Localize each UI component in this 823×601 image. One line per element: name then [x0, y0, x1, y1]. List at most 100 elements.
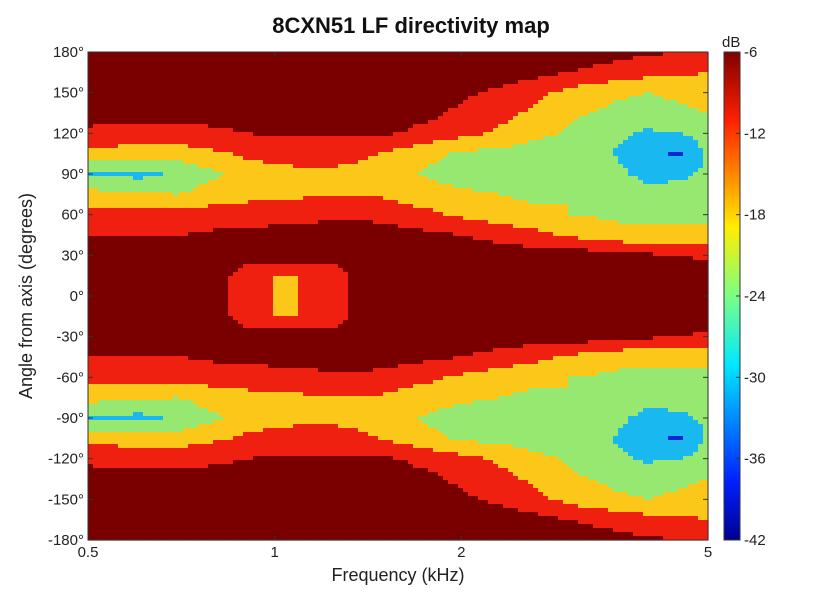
heatmap-cell [108, 164, 114, 169]
heatmap-cell [603, 68, 609, 73]
heatmap-cell [203, 100, 209, 105]
heatmap-cell [598, 196, 604, 201]
heatmap-cell [598, 60, 604, 65]
heatmap-cell [428, 188, 434, 193]
heatmap-cell [683, 180, 689, 185]
heatmap-cell [583, 68, 589, 73]
heatmap-cell [548, 92, 554, 97]
heatmap-cell [438, 72, 444, 77]
heatmap-cell [133, 188, 139, 193]
heatmap-cell [173, 200, 179, 205]
heatmap-cell [433, 80, 439, 85]
heatmap-cell [273, 120, 279, 125]
heatmap-cell [138, 92, 144, 97]
heatmap-cell [133, 192, 139, 197]
heatmap-cell [538, 188, 544, 193]
heatmap-cell [668, 164, 674, 169]
heatmap-cell [403, 68, 409, 73]
heatmap-cell [453, 76, 459, 81]
heatmap-cell [328, 164, 334, 169]
heatmap-cell [533, 176, 539, 181]
heatmap-cell [573, 172, 579, 177]
heatmap-cell [688, 52, 694, 57]
heatmap-cell [243, 84, 249, 89]
heatmap-cell [423, 76, 429, 81]
heatmap-cell [203, 172, 209, 177]
heatmap-cell [578, 128, 584, 133]
heatmap-cell [363, 84, 369, 89]
heatmap-cell [143, 84, 149, 89]
heatmap-cell [428, 64, 434, 69]
heatmap-cell [243, 104, 249, 109]
heatmap-cell [613, 132, 619, 137]
heatmap-cell [388, 116, 394, 121]
heatmap-cell [193, 164, 199, 169]
heatmap-cell [613, 52, 619, 57]
heatmap-cell [678, 156, 684, 161]
heatmap-cell [673, 104, 679, 109]
heatmap-cell [628, 172, 634, 177]
heatmap-cell [308, 88, 314, 93]
heatmap-cell [163, 132, 169, 137]
heatmap-cell [88, 64, 94, 69]
heatmap-cell [133, 68, 139, 73]
heatmap-cell [543, 132, 549, 137]
heatmap-cell [338, 136, 344, 141]
heatmap-cell [388, 132, 394, 137]
heatmap-cell [113, 108, 119, 113]
heatmap-cell [643, 76, 649, 81]
heatmap-cell [488, 176, 494, 181]
heatmap-cell [228, 164, 234, 169]
heatmap-cell [158, 160, 164, 165]
heatmap-cell [333, 100, 339, 105]
heatmap-cell [138, 88, 144, 93]
heatmap-cell [98, 112, 104, 117]
heatmap-cell [483, 64, 489, 69]
heatmap-cell [333, 192, 339, 197]
heatmap-cell [453, 196, 459, 201]
heatmap-cell [663, 84, 669, 89]
heatmap-cell [393, 164, 399, 169]
heatmap-cell [338, 100, 344, 105]
heatmap-cell [438, 60, 444, 65]
heatmap-cell [88, 156, 94, 161]
heatmap-cell [648, 156, 654, 161]
heatmap-cell [388, 56, 394, 61]
heatmap-cell [618, 172, 624, 177]
heatmap-cell [503, 188, 509, 193]
heatmap-cell [473, 192, 479, 197]
heatmap-cell [658, 60, 664, 65]
heatmap-cell [453, 188, 459, 193]
heatmap-cell [483, 156, 489, 161]
heatmap-cell [493, 180, 499, 185]
heatmap-cell [698, 144, 704, 149]
heatmap-cell [533, 100, 539, 105]
heatmap-cell [448, 188, 454, 193]
heatmap-cell [143, 112, 149, 117]
heatmap-cell [408, 52, 414, 57]
heatmap-cell [638, 80, 644, 85]
heatmap-cell [138, 148, 144, 153]
heatmap-cell [223, 196, 229, 201]
heatmap-cell [148, 176, 154, 181]
heatmap-cell [413, 124, 419, 129]
heatmap-cell [693, 152, 699, 157]
heatmap-cell [423, 64, 429, 69]
heatmap-cell [658, 204, 664, 209]
heatmap-cell [383, 172, 389, 177]
heatmap-cell [543, 84, 549, 89]
heatmap-cell [233, 180, 239, 185]
heatmap-cell [303, 188, 309, 193]
heatmap-cell [553, 64, 559, 69]
heatmap-cell [688, 192, 694, 197]
heatmap-cell [563, 128, 569, 133]
heatmap-cell [118, 200, 124, 205]
heatmap-cell [438, 136, 444, 141]
heatmap-cell [703, 188, 709, 193]
heatmap-cell [558, 144, 564, 149]
heatmap-cell [363, 208, 369, 213]
heatmap-cell [223, 56, 229, 61]
heatmap-cell [108, 200, 114, 205]
heatmap-cell [258, 204, 264, 209]
heatmap-cell [498, 120, 504, 125]
